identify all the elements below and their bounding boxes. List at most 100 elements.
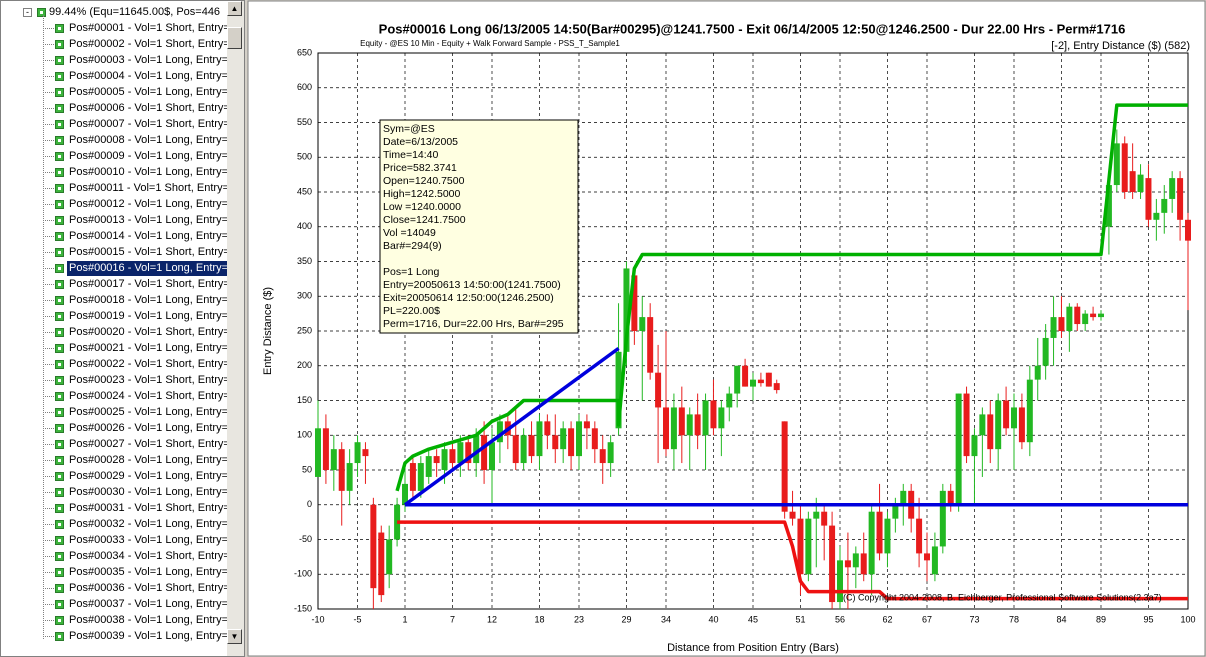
tree-item[interactable]: Pos#00008 - Vol=1 Long, Entry= — [67, 133, 227, 148]
tree-item[interactable]: Pos#00016 - Vol=1 Long, Entry= — [67, 261, 227, 276]
scrollbar[interactable]: ▲ ▼ — [227, 1, 244, 656]
tree-item[interactable]: Pos#00039 - Vol=1 Long, Entry= — [67, 629, 227, 644]
tree-item[interactable]: Pos#00007 - Vol=1 Short, Entry= — [67, 117, 227, 132]
tree-item[interactable]: Pos#00005 - Vol=1 Long, Entry= — [67, 85, 227, 100]
tree-item[interactable]: Pos#00019 - Vol=1 Long, Entry= — [67, 309, 227, 324]
tree-item-label: Pos#00035 - Vol=1 Long, Entry= — [69, 566, 227, 578]
candle-body — [900, 490, 907, 505]
candle-body — [623, 268, 630, 352]
x-tick-label: 62 — [882, 614, 892, 624]
tree-item[interactable]: Pos#00004 - Vol=1 Long, Entry= — [67, 69, 227, 84]
tree-item[interactable]: Pos#00014 - Vol=1 Long, Entry= — [67, 229, 227, 244]
tree-item[interactable]: Pos#00023 - Vol=1 Short, Entry= — [67, 373, 227, 388]
candle-body — [512, 435, 519, 464]
chart: Pos#00016 Long 06/13/2005 14:50(Bar#0029… — [247, 0, 1206, 657]
tree-item[interactable]: Pos#00029 - Vol=1 Long, Entry= — [67, 469, 227, 484]
tree-item-label: Pos#00027 - Vol=1 Short, Entry= — [69, 438, 227, 450]
x-tick-label: 45 — [748, 614, 758, 624]
tree-item-label: Pos#00031 - Vol=1 Short, Entry= — [69, 502, 227, 514]
tooltip-line: Entry=20050613 14:50:00(1241.7500) — [383, 279, 561, 291]
candle-body — [1066, 306, 1073, 331]
tree-item[interactable]: Pos#00028 - Vol=1 Long, Entry= — [67, 453, 227, 468]
tree-item-label: Pos#00013 - Vol=1 Long, Entry= — [69, 214, 227, 226]
tree-icon — [55, 408, 64, 417]
tree-connector — [43, 332, 54, 333]
tree-item[interactable]: Pos#00015 - Vol=1 Short, Entry= — [67, 245, 227, 260]
tree-item[interactable]: Pos#00001 - Vol=1 Short, Entry= — [67, 21, 227, 36]
tree-item[interactable]: Pos#00033 - Vol=1 Long, Entry= — [67, 533, 227, 548]
candle-body — [1145, 178, 1152, 220]
tree-item-label: Pos#00020 - Vol=1 Short, Entry= — [69, 326, 227, 338]
chart-subtitle: Equity - @ES 10 Min - Equity + Walk Forw… — [360, 39, 620, 48]
tree-item-label: Pos#00030 - Vol=1 Long, Entry= — [69, 486, 227, 498]
tree-root-label: 99.44% (Equ=11645.00$, Pos=446 — [49, 6, 221, 18]
tree-item[interactable]: Pos#00012 - Vol=1 Long, Entry= — [67, 197, 227, 212]
tree-root[interactable]: - 99.44% (Equ=11645.00$, Pos=446 — [21, 5, 227, 20]
candle-body — [939, 490, 946, 547]
tree-item[interactable]: Pos#00003 - Vol=1 Long, Entry= — [67, 53, 227, 68]
tree-item[interactable]: Pos#00006 - Vol=1 Short, Entry= — [67, 101, 227, 116]
tree-item[interactable]: Pos#00026 - Vol=1 Long, Entry= — [67, 421, 227, 436]
tree-icon — [55, 24, 64, 33]
candle-body — [607, 442, 614, 464]
tree-item[interactable]: Pos#00035 - Vol=1 Long, Entry= — [67, 565, 227, 580]
candle-body — [868, 511, 875, 575]
x-tick-label: 29 — [621, 614, 631, 624]
tree-item[interactable]: Pos#00017 - Vol=1 Short, Entry= — [67, 277, 227, 292]
candle-body — [481, 435, 488, 470]
tree-connector — [43, 236, 54, 237]
tree-item[interactable]: Pos#00036 - Vol=1 Short, Entry= — [67, 581, 227, 596]
y-tick-label: 650 — [297, 47, 312, 57]
candle-body — [615, 351, 622, 429]
candle-body — [742, 365, 749, 387]
tree-item[interactable]: Pos#00030 - Vol=1 Long, Entry= — [67, 485, 227, 500]
candle-body — [655, 372, 662, 408]
tree-item-label: Pos#00007 - Vol=1 Short, Entry= — [69, 118, 227, 130]
tree-item[interactable]: Pos#00038 - Vol=1 Long, Entry= — [67, 613, 227, 628]
x-tick-label: 78 — [1009, 614, 1019, 624]
plot-frame — [317, 52, 1189, 610]
tree-item-label: Pos#00036 - Vol=1 Short, Entry= — [69, 582, 227, 594]
tree-icon — [55, 296, 64, 305]
tree-item[interactable]: Pos#00020 - Vol=1 Short, Entry= — [67, 325, 227, 340]
candle-body — [473, 435, 480, 464]
tree-item[interactable]: Pos#00034 - Vol=1 Short, Entry= — [67, 549, 227, 564]
tree-item[interactable]: Pos#00009 - Vol=1 Long, Entry= — [67, 149, 227, 164]
tree-item-label: Pos#00029 - Vol=1 Long, Entry= — [69, 470, 227, 482]
candle-body — [457, 442, 464, 464]
tree-item[interactable]: Pos#00018 - Vol=1 Long, Entry= — [67, 293, 227, 308]
tree-connector — [43, 444, 54, 445]
tree-item-label: Pos#00009 - Vol=1 Long, Entry= — [69, 150, 227, 162]
candle-body — [583, 421, 590, 429]
candle-body — [1026, 379, 1033, 443]
candle-body — [1113, 143, 1120, 186]
candle-body — [860, 553, 867, 575]
tree-item-label: Pos#00033 - Vol=1 Long, Entry= — [69, 534, 227, 546]
tree-item[interactable]: Pos#00002 - Vol=1 Short, Entry= — [67, 37, 227, 52]
tree-item[interactable]: Pos#00024 - Vol=1 Short, Entry= — [67, 389, 227, 404]
tree-item[interactable]: Pos#00031 - Vol=1 Short, Entry= — [67, 501, 227, 516]
tree-item[interactable]: Pos#00010 - Vol=1 Long, Entry= — [67, 165, 227, 180]
candle-body — [1098, 313, 1104, 318]
tree-item[interactable]: Pos#00027 - Vol=1 Short, Entry= — [67, 437, 227, 452]
tree-item[interactable]: Pos#00022 - Vol=1 Short, Entry= — [67, 357, 227, 372]
tree-item[interactable]: Pos#00025 - Vol=1 Long, Entry= — [67, 405, 227, 420]
tree-item-label: Pos#00012 - Vol=1 Long, Entry= — [69, 198, 227, 210]
candle-body — [378, 532, 385, 596]
candle-body — [686, 414, 693, 436]
tree-connector — [43, 380, 54, 381]
tree-item[interactable]: Pos#00011 - Vol=1 Short, Entry= — [67, 181, 227, 196]
candle-body — [449, 449, 456, 464]
y-tick-label: 600 — [297, 82, 312, 92]
tree-icon — [55, 392, 64, 401]
tooltip-line: Low =1240.0000 — [383, 201, 461, 213]
tree-connector — [43, 572, 54, 573]
y-tick-label: 200 — [297, 360, 312, 370]
tree-item[interactable]: Pos#00032 - Vol=1 Long, Entry= — [67, 517, 227, 532]
tree-item[interactable]: Pos#00013 - Vol=1 Long, Entry= — [67, 213, 227, 228]
tree-item-label: Pos#00019 - Vol=1 Long, Entry= — [69, 310, 227, 322]
tree-connector — [43, 636, 54, 637]
tree-item[interactable]: Pos#00037 - Vol=1 Long, Entry= — [67, 597, 227, 612]
tree-item[interactable]: Pos#00021 - Vol=1 Long, Entry= — [67, 341, 227, 356]
